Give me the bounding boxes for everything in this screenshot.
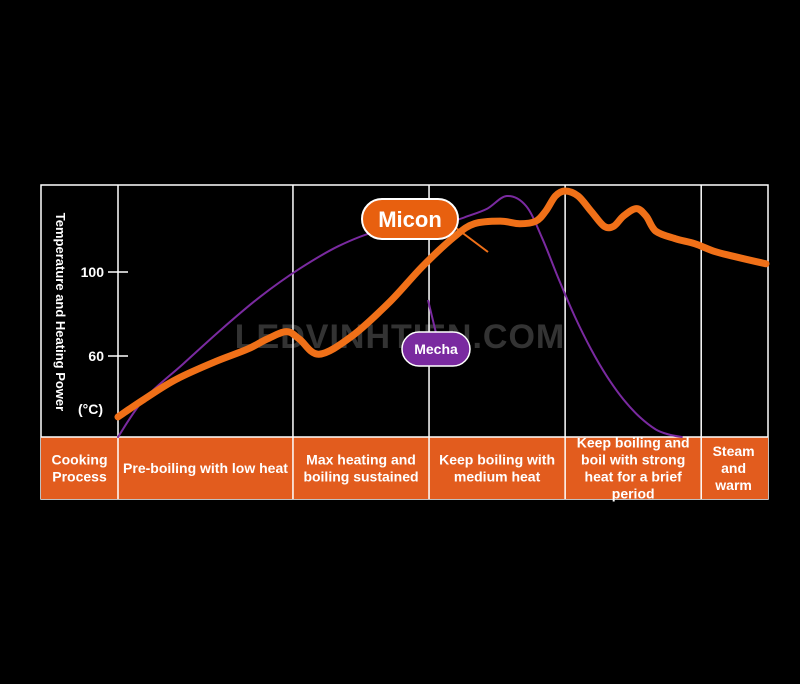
mecha-label-bubble bbox=[401, 331, 471, 367]
micon-line bbox=[114, 187, 770, 421]
stage-label: Steam and warm bbox=[713, 443, 755, 493]
stage-label: Keep boiling with medium heat bbox=[439, 452, 555, 485]
stage-label: Max heating and boiling sustained bbox=[303, 452, 418, 485]
mecha-label-leader bbox=[427, 299, 437, 334]
stage-label: Keep boiling and boil with strong heat for… bbox=[577, 435, 690, 502]
stage-label: Pre-boiling with low heat bbox=[123, 460, 288, 476]
micon-label-bubble bbox=[361, 198, 459, 240]
mecha-label-text: Mecha bbox=[414, 341, 458, 357]
stage-labels: Cooking Process Pre-boiling with low heat M… bbox=[52, 435, 755, 502]
micon-label-text: Micon bbox=[378, 207, 442, 232]
micon-label-leader bbox=[451, 224, 489, 253]
stage-band bbox=[41, 437, 768, 499]
y-tick-label-100: 100 bbox=[81, 264, 105, 280]
micon-legend-label: Micon bbox=[361, 198, 489, 253]
y-axis-title: Temperature and Heating Power bbox=[53, 213, 68, 411]
mecha-legend-label: Mecha bbox=[401, 299, 471, 367]
stage-label: Cooking Process bbox=[52, 452, 108, 485]
watermark-text: LEDVINHTIEN.COM bbox=[235, 318, 565, 356]
y-unit-label: (°C) bbox=[78, 401, 103, 417]
y-tick-label-60: 60 bbox=[88, 348, 104, 364]
mecha-line bbox=[117, 194, 683, 438]
